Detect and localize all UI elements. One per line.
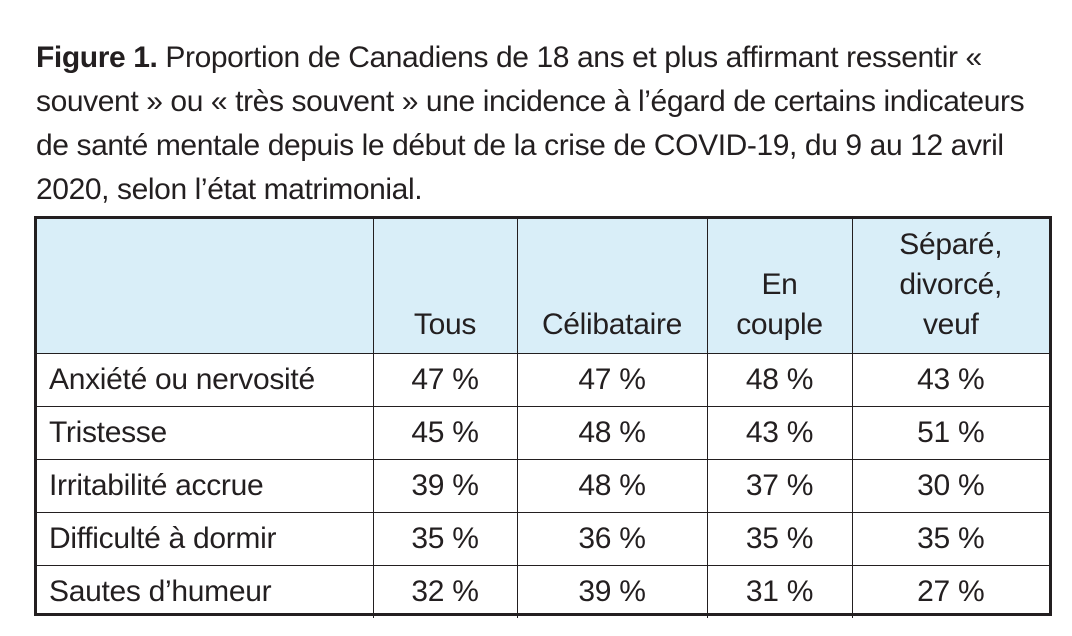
table-cell: 36 % (516, 512, 708, 566)
table-corner-cell (37, 219, 374, 354)
table-header-row: Tous Célibataire En couple Séparé, divor… (37, 219, 1049, 354)
table-row: Irritabilité accrue 39 % 48 % 37 % 30 % (37, 459, 1049, 513)
data-table-container: Tous Célibataire En couple Séparé, divor… (34, 216, 1052, 618)
table-cell: 31 % (706, 565, 853, 618)
table-cell: 39 % (372, 459, 518, 513)
column-header: Célibataire (516, 219, 708, 354)
table-cell: 35 % (706, 512, 853, 566)
table-cell: 45 % (372, 406, 518, 460)
table-cell: 43 % (706, 406, 853, 460)
table-cell: 48 % (516, 406, 708, 460)
table-cell: 35 % (851, 512, 1049, 566)
table-cell: 48 % (516, 459, 708, 513)
table-row: Difficulté à dormir 35 % 36 % 35 % 35 % (37, 512, 1049, 566)
figure-caption: Figure 1. Proportion de Canadiens de 18 … (36, 36, 1056, 212)
table-cell: 48 % (706, 353, 853, 407)
row-label: Difficulté à dormir (37, 512, 374, 566)
table-cell: 35 % (372, 512, 518, 566)
row-label: Anxiété ou nervosité (37, 353, 374, 407)
row-label: Sautes d’humeur (37, 565, 374, 618)
data-table: Tous Célibataire En couple Séparé, divor… (37, 219, 1049, 618)
table-row: Sautes d’humeur 32 % 39 % 31 % 27 % (37, 565, 1049, 618)
table-cell: 37 % (706, 459, 853, 513)
table-cell: 32 % (372, 565, 518, 618)
column-header: Séparé, divorcé, veuf (851, 219, 1049, 354)
table-cell: 39 % (516, 565, 708, 618)
table-cell: 47 % (372, 353, 518, 407)
table-row: Tristesse 45 % 48 % 43 % 51 % (37, 406, 1049, 460)
row-label: Tristesse (37, 406, 374, 460)
table-cell: 43 % (851, 353, 1049, 407)
figure-title: Proportion de Canadiens de 18 ans et plu… (36, 41, 1025, 206)
column-header: En couple (706, 219, 853, 354)
figure-label: Figure 1. (36, 41, 158, 74)
table-cell: 30 % (851, 459, 1049, 513)
table-row: Anxiété ou nervosité 47 % 47 % 48 % 43 % (37, 353, 1049, 407)
table-cell: 47 % (516, 353, 708, 407)
table-cell: 27 % (851, 565, 1049, 618)
column-header: Tous (372, 219, 518, 354)
table-cell: 51 % (851, 406, 1049, 460)
row-label: Irritabilité accrue (37, 459, 374, 513)
